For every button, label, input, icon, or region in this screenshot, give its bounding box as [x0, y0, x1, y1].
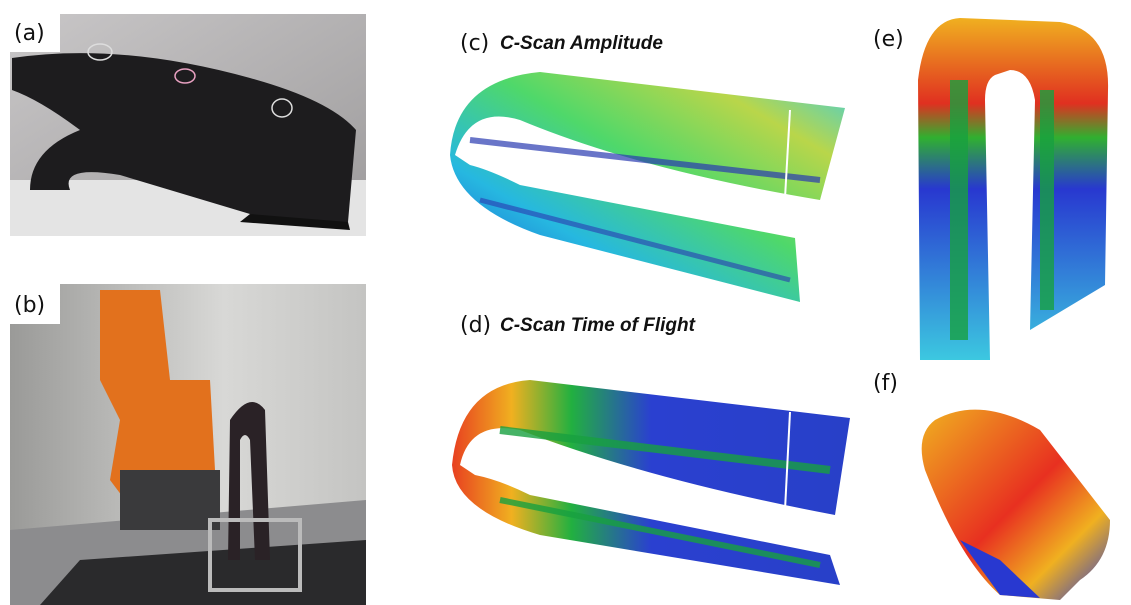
figure: (a) (b) (c) C-Scan Amplitude (d) C-Scan …	[0, 0, 1131, 605]
panel-label: (b)	[14, 293, 45, 318]
photo-a: (a)	[10, 14, 366, 236]
panel-label: (f)	[873, 371, 898, 396]
panel-label: (a)	[14, 21, 45, 46]
panel-title: C-Scan Amplitude	[500, 33, 663, 54]
scan-d: (d) C-Scan Time of Flight	[452, 313, 850, 585]
panel-label: (d)	[460, 313, 491, 338]
scan-e: (e)	[873, 18, 1108, 360]
panel-title: C-Scan Time of Flight	[500, 315, 696, 336]
scan-c: (c) C-Scan Amplitude	[450, 31, 845, 302]
panel-label: (e)	[873, 27, 904, 52]
scan-f: (f)	[873, 371, 1110, 600]
photo-b: (b)	[10, 284, 366, 605]
panel-label: (c)	[460, 31, 489, 56]
